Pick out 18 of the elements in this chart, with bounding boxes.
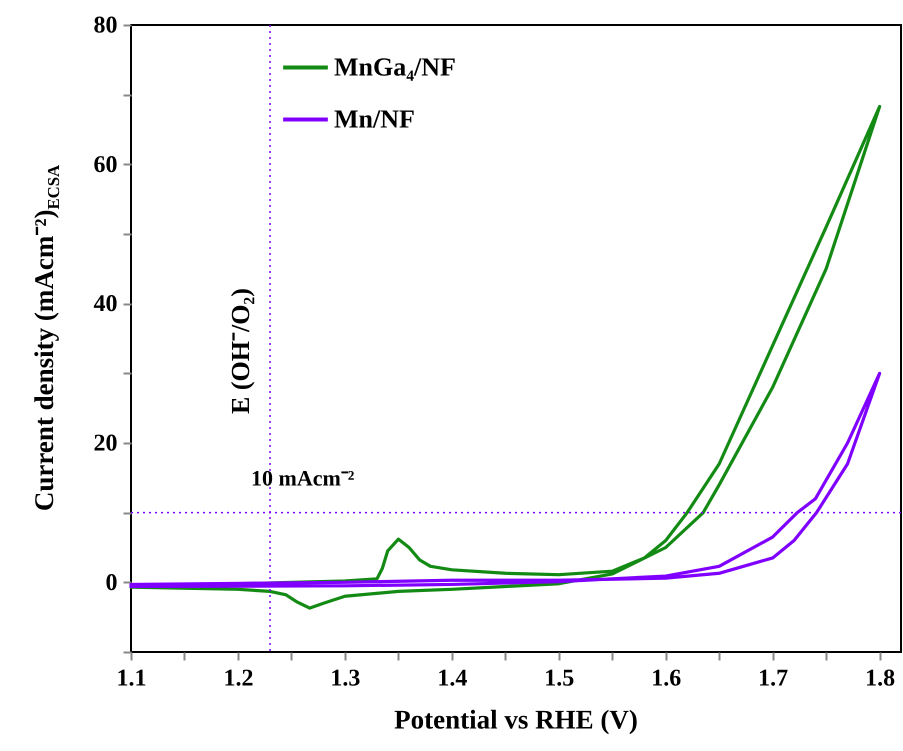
- x-tick-label: 1.7: [758, 666, 788, 692]
- x-axis-title: Potential vs RHE (V): [394, 704, 638, 736]
- x-tick-label: 1.4: [437, 666, 468, 692]
- x-tick-label: 1.6: [651, 666, 682, 692]
- x-tick-label: 1.8: [865, 666, 896, 692]
- y-tick-label: 20: [94, 430, 118, 456]
- x-tick-label: 1.3: [330, 666, 360, 692]
- x-tick-label: 1.1: [116, 666, 146, 692]
- ref-line-label: E (OH⁻/O₂): [226, 288, 256, 414]
- y-tick-label: 40: [94, 291, 118, 318]
- legend-label: Mn/NF: [334, 104, 415, 134]
- x-tick-label: 1.2: [223, 666, 254, 692]
- x-tick-label: 1.5: [544, 666, 574, 692]
- legend-label: MnGa₄/NF: [334, 52, 456, 82]
- y-tick-label: 80: [94, 12, 118, 38]
- ref-line-label: 10 mAcm⁻²: [251, 466, 355, 491]
- y-tick-label: 0: [106, 570, 118, 596]
- y-tick-label: 60: [94, 152, 118, 178]
